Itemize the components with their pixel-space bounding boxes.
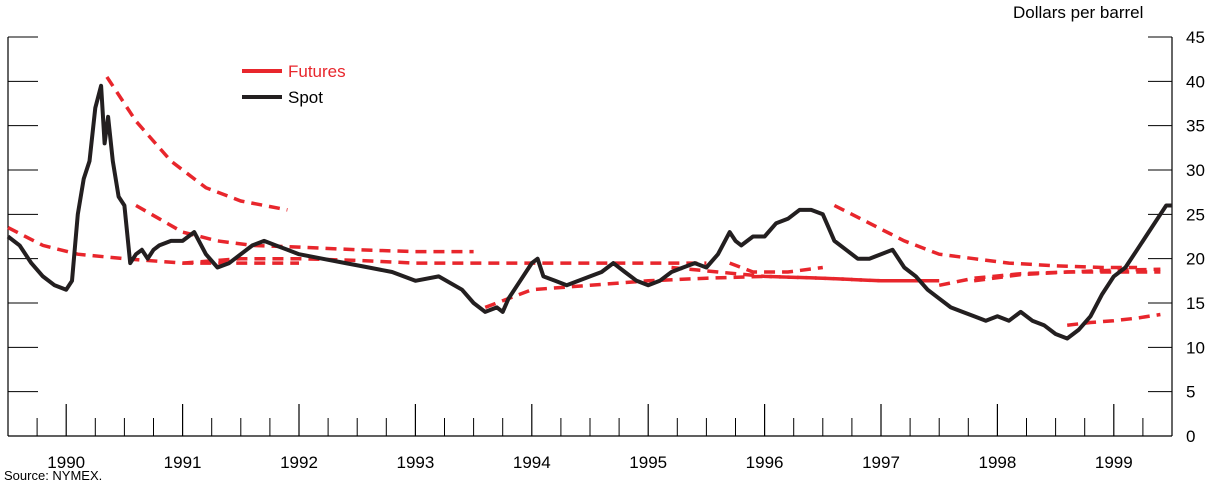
legend-label-spot: Spot bbox=[288, 88, 323, 107]
spot-series bbox=[6, 83, 1172, 341]
futures-curve bbox=[182, 256, 707, 265]
x-tick-label: 1997 bbox=[862, 453, 900, 472]
y-tick-label: 10 bbox=[1186, 338, 1205, 357]
legend-label-futures: Futures bbox=[288, 62, 346, 81]
y-tick-label: 30 bbox=[1186, 161, 1205, 180]
x-tick-label: 1996 bbox=[746, 453, 784, 472]
futures-curve bbox=[833, 203, 1138, 270]
plot-frame bbox=[7, 37, 1173, 437]
futures-curve bbox=[105, 75, 288, 212]
y-tick-label: 25 bbox=[1186, 205, 1205, 224]
source-note: Source: NYMEX. bbox=[4, 468, 103, 483]
futures-curve bbox=[7, 226, 299, 265]
y-axis-label: Dollars per barrel bbox=[1013, 3, 1144, 22]
x-tick-label: 1994 bbox=[513, 453, 551, 472]
y-tick-label: 20 bbox=[1186, 250, 1205, 269]
futures-curve bbox=[729, 261, 824, 274]
x-axis: 1990 1991 1992 1993 1994 1995 1996 1997 1998 1999 bbox=[7, 404, 1144, 472]
y-axis: 0 5 10 15 20 25 30 35 40 45 bbox=[8, 28, 1205, 446]
x-tick-label: 1991 bbox=[164, 453, 202, 472]
x-tick-label: 1993 bbox=[396, 453, 434, 472]
y-tick-label: 40 bbox=[1186, 72, 1205, 91]
futures-curve bbox=[135, 203, 474, 254]
futures-curve bbox=[973, 267, 1161, 283]
y-tick-label: 15 bbox=[1186, 294, 1205, 313]
x-tick-label: 1992 bbox=[280, 453, 318, 472]
futures-curve bbox=[1066, 312, 1161, 327]
x-tick-label: 1990 bbox=[47, 453, 85, 472]
x-tick-label: 1999 bbox=[1095, 453, 1133, 472]
futures-curve bbox=[671, 265, 940, 283]
x-tick-label: 1995 bbox=[629, 453, 667, 472]
y-tick-label: 35 bbox=[1186, 117, 1205, 136]
futures-series bbox=[7, 75, 1161, 327]
spot-line bbox=[6, 83, 1172, 341]
y-tick-label: 0 bbox=[1186, 427, 1195, 446]
y-tick-label: 5 bbox=[1186, 383, 1195, 402]
y-tick-label: 45 bbox=[1186, 28, 1205, 47]
x-tick-label: 1998 bbox=[978, 453, 1016, 472]
legend: Futures Spot bbox=[242, 62, 346, 107]
